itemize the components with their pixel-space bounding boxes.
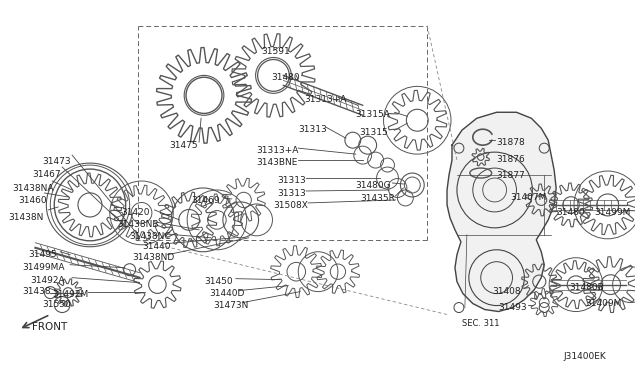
Text: 31550: 31550 bbox=[42, 299, 71, 309]
Text: 31313: 31313 bbox=[298, 125, 327, 134]
Text: 31420: 31420 bbox=[122, 208, 150, 217]
Text: 31877: 31877 bbox=[497, 171, 525, 180]
Text: 31408: 31408 bbox=[493, 286, 521, 296]
Text: 31480: 31480 bbox=[271, 73, 300, 83]
Text: 31438NC: 31438NC bbox=[130, 232, 172, 241]
Text: 31313+A: 31313+A bbox=[304, 95, 347, 104]
Polygon shape bbox=[447, 112, 556, 311]
Text: 31315A: 31315A bbox=[356, 110, 390, 119]
Text: 31878: 31878 bbox=[497, 138, 525, 147]
Text: 31480G: 31480G bbox=[356, 181, 392, 190]
Text: 31480: 31480 bbox=[556, 208, 585, 217]
Text: 31438ND: 31438ND bbox=[132, 253, 175, 262]
Text: 31440: 31440 bbox=[143, 242, 171, 251]
Text: 31450: 31450 bbox=[204, 277, 233, 286]
Text: 31492A: 31492A bbox=[31, 276, 65, 285]
Text: 31469: 31469 bbox=[191, 196, 220, 205]
Text: 31876: 31876 bbox=[497, 155, 525, 164]
Text: 31440D: 31440D bbox=[209, 289, 244, 298]
Text: 31499MA: 31499MA bbox=[22, 263, 65, 272]
Text: 31409M: 31409M bbox=[585, 299, 621, 308]
Text: 31508X: 31508X bbox=[273, 201, 308, 210]
Text: 31438NA: 31438NA bbox=[13, 184, 54, 193]
Text: 31460: 31460 bbox=[19, 196, 47, 205]
Text: 31313: 31313 bbox=[277, 189, 306, 198]
Text: J31400EK: J31400EK bbox=[563, 352, 605, 361]
Text: SEC. 311: SEC. 311 bbox=[462, 320, 499, 328]
Text: 31438: 31438 bbox=[22, 286, 51, 296]
Text: 31493: 31493 bbox=[499, 302, 527, 312]
Text: 31438N: 31438N bbox=[8, 213, 44, 222]
Text: 31313: 31313 bbox=[277, 176, 306, 185]
Text: 31499M: 31499M bbox=[594, 208, 630, 217]
Text: 31313+A: 31313+A bbox=[257, 146, 299, 155]
Text: FRONT: FRONT bbox=[33, 323, 68, 333]
Text: 31315: 31315 bbox=[360, 128, 388, 137]
Text: 31473N: 31473N bbox=[213, 301, 248, 310]
Text: 31438NB: 31438NB bbox=[118, 220, 159, 229]
Text: 31473: 31473 bbox=[42, 157, 71, 166]
Text: 31492M: 31492M bbox=[52, 290, 88, 299]
Text: 31591: 31591 bbox=[262, 46, 291, 55]
Text: 31407M: 31407M bbox=[511, 193, 547, 202]
Text: 31475: 31475 bbox=[170, 141, 198, 150]
Text: 31467: 31467 bbox=[33, 170, 61, 179]
Text: 3143BNE: 3143BNE bbox=[257, 158, 298, 167]
Text: 31480B: 31480B bbox=[569, 283, 604, 292]
Text: 31495: 31495 bbox=[28, 250, 57, 259]
Text: 31435R: 31435R bbox=[361, 194, 396, 203]
